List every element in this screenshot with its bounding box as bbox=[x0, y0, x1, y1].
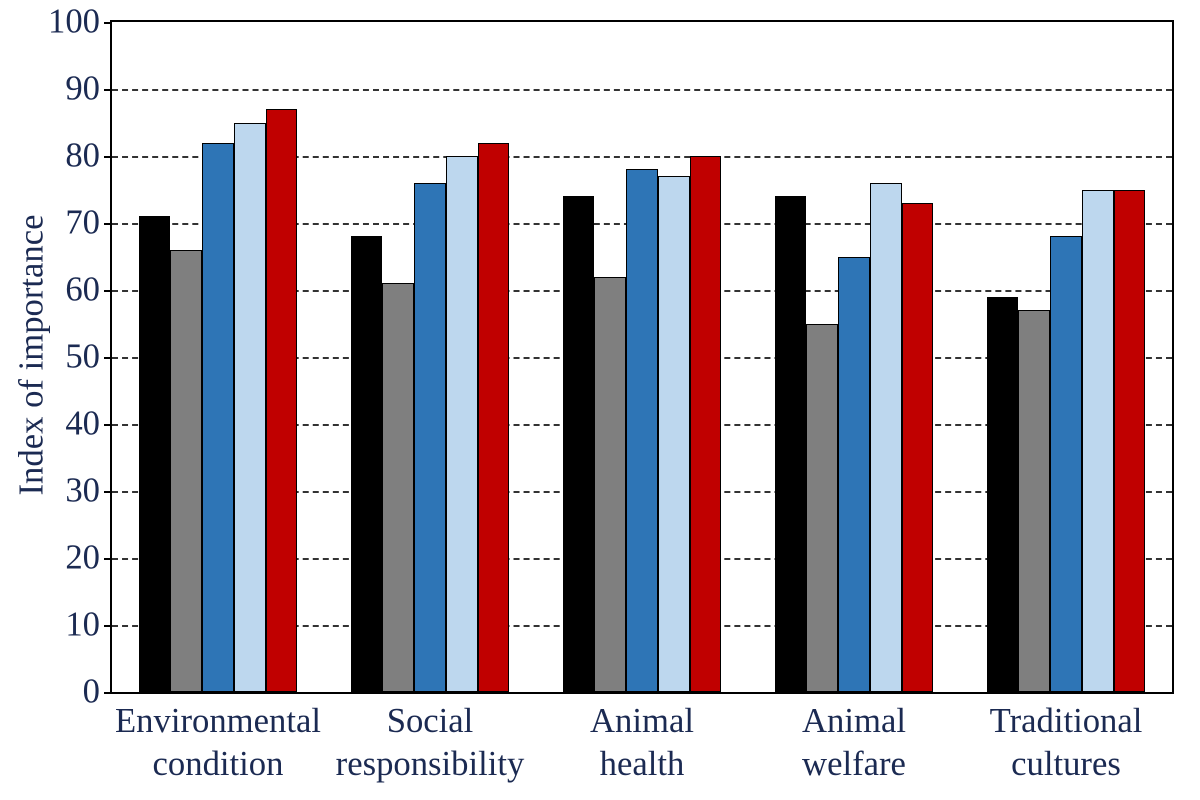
bar bbox=[987, 297, 1019, 692]
ytick-label: 0 bbox=[83, 673, 112, 712]
x-category-label: Animal health bbox=[590, 692, 694, 787]
plot-area: 0102030405060708090100Environmental cond… bbox=[110, 20, 1174, 694]
bar bbox=[202, 143, 234, 692]
bar bbox=[1114, 190, 1146, 693]
x-category-label: Animal welfare bbox=[802, 692, 906, 787]
ytick-label: 60 bbox=[65, 271, 112, 310]
bar bbox=[902, 203, 934, 692]
bar bbox=[806, 324, 838, 693]
bar bbox=[1018, 310, 1050, 692]
bar bbox=[351, 236, 383, 692]
x-category-label: Traditional cultures bbox=[990, 692, 1143, 787]
bar bbox=[594, 277, 626, 692]
bar bbox=[234, 123, 266, 693]
ytick-label: 30 bbox=[65, 472, 112, 511]
bar bbox=[626, 169, 658, 692]
x-category-label: Social responsibility bbox=[336, 692, 525, 787]
x-category-label: Environmental condition bbox=[115, 692, 321, 787]
ytick-label: 40 bbox=[65, 405, 112, 444]
bar bbox=[139, 216, 171, 692]
ytick-label: 90 bbox=[65, 70, 112, 109]
ytick-label: 100 bbox=[48, 3, 112, 42]
ytick-label: 70 bbox=[65, 204, 112, 243]
bar bbox=[266, 109, 298, 692]
bar bbox=[1082, 190, 1114, 693]
bar bbox=[170, 250, 202, 692]
bar bbox=[870, 183, 902, 692]
bar bbox=[658, 176, 690, 692]
bar bbox=[478, 143, 510, 692]
bar bbox=[414, 183, 446, 692]
ytick-label: 20 bbox=[65, 539, 112, 578]
gridline bbox=[112, 89, 1172, 91]
ytick-label: 80 bbox=[65, 137, 112, 176]
bar bbox=[838, 257, 870, 693]
bar bbox=[382, 283, 414, 692]
bar bbox=[563, 196, 595, 692]
ytick-label: 10 bbox=[65, 606, 112, 645]
chart-container: 0 10 20 30 40 50 60 70 80 90 100 Environmental cond… bbox=[0, 0, 1200, 800]
y-axis-label: Index of importance bbox=[13, 215, 52, 496]
bar bbox=[446, 156, 478, 692]
ytick-label: 50 bbox=[65, 338, 112, 377]
bar bbox=[775, 196, 807, 692]
bar bbox=[690, 156, 722, 692]
bar bbox=[1050, 236, 1082, 692]
